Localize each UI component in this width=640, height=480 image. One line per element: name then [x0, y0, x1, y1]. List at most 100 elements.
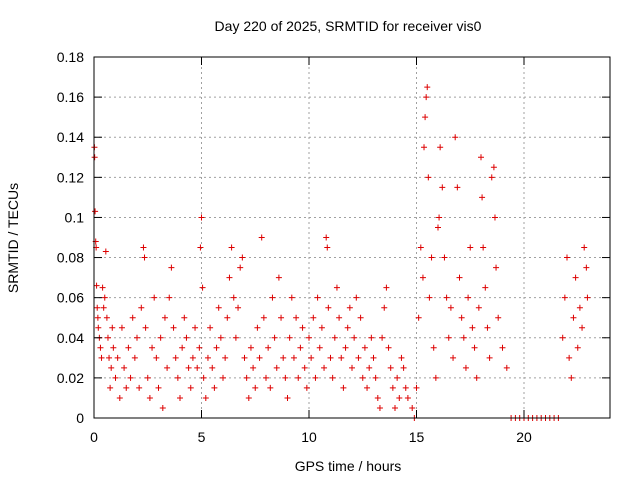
y-tick-label: 0.18 — [57, 49, 84, 65]
data-point — [263, 374, 269, 381]
data-point — [321, 364, 328, 371]
data-point — [425, 174, 432, 181]
data-point — [271, 334, 278, 341]
data-point — [340, 384, 347, 391]
data-point — [197, 244, 204, 251]
data-points — [91, 84, 591, 421]
data-point — [566, 354, 573, 361]
data-point — [329, 374, 336, 381]
data-point — [254, 324, 261, 331]
data-point — [131, 354, 138, 361]
data-point — [568, 374, 575, 381]
data-point — [121, 364, 128, 371]
data-point — [389, 384, 396, 391]
data-point — [480, 244, 487, 251]
data-point — [437, 144, 444, 151]
data-point — [108, 364, 115, 371]
x-tick-label: 15 — [409, 429, 425, 445]
data-point — [342, 344, 349, 351]
data-point — [297, 344, 304, 351]
data-point — [314, 294, 321, 301]
data-point — [211, 384, 218, 391]
data-point — [441, 254, 448, 261]
data-point — [400, 364, 407, 371]
data-point — [94, 314, 101, 321]
data-point — [177, 394, 183, 401]
data-point — [439, 184, 446, 191]
data-point — [336, 314, 343, 321]
data-point — [112, 374, 119, 381]
data-point — [284, 394, 291, 401]
y-tick-label: 0.04 — [57, 330, 84, 346]
data-point — [561, 294, 568, 301]
data-point — [196, 344, 203, 351]
data-point — [243, 374, 250, 381]
data-point — [424, 84, 431, 91]
data-point — [419, 274, 426, 281]
data-point — [327, 354, 334, 361]
data-point — [273, 364, 280, 371]
data-point — [232, 334, 239, 341]
data-point — [202, 394, 209, 401]
data-point — [293, 314, 300, 321]
plot-frame — [93, 56, 611, 419]
data-point — [312, 374, 319, 381]
data-point — [217, 334, 224, 341]
data-point — [166, 294, 173, 301]
data-point — [97, 344, 104, 351]
data-point — [220, 374, 226, 381]
data-point — [301, 364, 308, 371]
data-point — [250, 364, 257, 371]
data-point — [106, 354, 113, 361]
x-tick-label: 10 — [301, 429, 317, 445]
data-point — [114, 354, 121, 361]
data-point — [574, 344, 581, 351]
data-point — [426, 294, 433, 301]
data-point — [423, 94, 430, 101]
data-point — [349, 364, 355, 371]
data-point — [456, 274, 463, 281]
data-point — [103, 314, 110, 321]
data-point — [409, 404, 416, 411]
data-point — [344, 324, 351, 331]
data-point — [454, 184, 461, 191]
data-point — [174, 374, 181, 381]
data-point — [372, 374, 379, 381]
grid-lines — [94, 57, 610, 418]
data-point — [267, 384, 274, 391]
data-point — [109, 324, 116, 331]
data-point — [392, 404, 398, 411]
data-point — [318, 324, 325, 331]
data-point — [110, 344, 117, 351]
data-point — [479, 194, 486, 201]
data-point — [323, 234, 330, 241]
data-point — [383, 284, 390, 291]
data-point — [445, 334, 452, 341]
data-point — [499, 344, 506, 351]
data-point — [306, 334, 312, 341]
data-point — [435, 224, 441, 231]
data-point — [361, 344, 368, 351]
data-point — [222, 354, 229, 361]
data-point — [161, 314, 168, 321]
data-point — [141, 254, 148, 261]
data-point — [338, 354, 345, 361]
data-point — [355, 354, 362, 361]
data-point — [484, 324, 491, 331]
data-point — [324, 244, 331, 251]
data-point — [204, 354, 211, 361]
data-point — [159, 404, 166, 411]
data-point — [230, 294, 237, 301]
data-point — [91, 154, 98, 161]
data-point — [192, 324, 199, 331]
data-point — [460, 334, 467, 341]
data-point — [134, 334, 140, 341]
data-point — [155, 384, 162, 391]
data-point — [469, 324, 476, 331]
data-point — [99, 284, 106, 291]
data-point — [260, 314, 267, 321]
data-point — [207, 324, 214, 331]
data-point — [189, 354, 196, 361]
data-point — [452, 134, 459, 141]
data-point — [482, 284, 489, 291]
